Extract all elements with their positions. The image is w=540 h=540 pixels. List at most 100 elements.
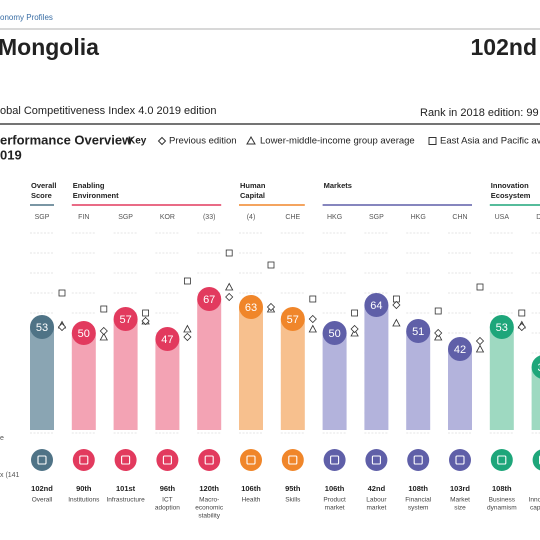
pillar-name: stability xyxy=(198,513,220,520)
left-label: x (141 xyxy=(0,472,20,479)
previous-marker xyxy=(517,322,526,332)
pillar-icon xyxy=(365,449,388,471)
subtitle: obal Competitiveness Index 4.0 2019 edit… xyxy=(0,105,216,117)
rank: 102nd xyxy=(471,34,537,60)
income-marker xyxy=(475,344,485,353)
region-marker xyxy=(476,283,484,291)
pillar-icon xyxy=(72,449,95,471)
pillar-glyph xyxy=(330,455,340,465)
score-circle xyxy=(71,321,96,345)
previous-rank: Rank in 2018 edition: 99 xyxy=(420,107,539,119)
best-performer: SGP xyxy=(35,214,50,221)
pillar-glyph xyxy=(162,455,172,465)
pillar-name: size xyxy=(454,505,466,512)
score-circle xyxy=(364,293,389,317)
pillar-rank: 90th xyxy=(76,484,92,493)
income-marker xyxy=(183,324,192,333)
pillar-rank: 95th xyxy=(285,484,301,493)
pillar-name: economic xyxy=(195,505,224,512)
pillar-name: ICT xyxy=(162,497,173,504)
pillar-glyph xyxy=(246,455,256,465)
region-marker xyxy=(434,307,442,315)
pillar-glyph xyxy=(455,455,465,465)
pillar-icon xyxy=(490,449,513,471)
breadcrumb: onomy Profiles xyxy=(0,13,53,22)
region-marker xyxy=(58,289,66,297)
score-label: 63 xyxy=(245,302,257,314)
pillar-rank: 96th xyxy=(160,484,176,493)
pillar-rank: 108th xyxy=(408,484,428,493)
pillar-icon xyxy=(532,449,540,471)
previous-marker xyxy=(434,328,443,338)
previous-marker xyxy=(57,322,67,332)
group-header: Markets xyxy=(324,181,352,190)
bar xyxy=(531,367,540,430)
region-marker xyxy=(100,305,108,313)
group-header: Capital xyxy=(240,191,265,200)
group-header: Innovation xyxy=(491,181,529,190)
income-marker xyxy=(99,332,108,341)
score-circle xyxy=(197,287,222,311)
group-header: Ecosystem xyxy=(491,191,531,200)
score-label: 64 xyxy=(370,300,382,312)
pillar-name: Health xyxy=(242,497,261,504)
group-header: Score xyxy=(31,191,52,200)
previous-marker xyxy=(350,324,359,334)
best-performer: HKG xyxy=(411,214,426,221)
previous-marker xyxy=(266,302,276,312)
income-marker xyxy=(308,324,317,333)
bar xyxy=(280,319,305,430)
score-label: 53 xyxy=(496,322,508,334)
previous-marker xyxy=(392,300,401,310)
bar xyxy=(30,327,54,430)
pillar-rank: 108th xyxy=(492,484,512,493)
pillar-icon xyxy=(156,449,179,471)
pillar-rank: 106th xyxy=(325,484,345,493)
best-performer: SGP xyxy=(369,214,384,221)
region-marker xyxy=(225,249,233,257)
pillar-name: Innovation xyxy=(529,497,540,504)
bar xyxy=(239,307,263,430)
pillar-name: market xyxy=(366,505,386,512)
pillar-rank: 102nd xyxy=(31,484,53,493)
pillar-name: capability xyxy=(530,505,540,512)
key-triangle xyxy=(246,135,256,145)
pillar-name: Financial xyxy=(405,497,432,504)
score-label: 57 xyxy=(119,314,131,326)
score-label: 33 xyxy=(537,362,540,374)
chart-title: erformance Overview xyxy=(0,132,133,147)
key-square xyxy=(428,137,437,145)
bar xyxy=(113,319,138,430)
region-marker xyxy=(351,309,359,317)
pillar-name: adoption xyxy=(155,505,180,512)
pillar-icon xyxy=(31,449,53,471)
pillar-rank: 42nd xyxy=(368,484,386,493)
score-circle xyxy=(489,315,514,339)
key-income: Lower-middle-income group average xyxy=(260,136,415,147)
pillar-glyph xyxy=(371,455,381,465)
previous-marker xyxy=(308,314,317,324)
group-header: Overall xyxy=(31,181,56,190)
pillar-glyph xyxy=(204,455,214,465)
pillar-rank: 101st xyxy=(116,484,136,493)
best-performer: CHN xyxy=(452,214,467,221)
pillar-icon xyxy=(240,449,262,471)
key-previous: Previous edition xyxy=(169,136,237,147)
previous-marker xyxy=(99,326,108,336)
best-performer: (4) xyxy=(247,214,256,221)
best-performer: FIN xyxy=(78,214,89,221)
score-label: 47 xyxy=(161,334,173,346)
pillar-name: Macro- xyxy=(199,497,219,504)
key-diamond xyxy=(157,136,167,146)
best-performer: SGP xyxy=(118,214,133,221)
pillar-glyph xyxy=(37,455,47,465)
bar xyxy=(448,349,472,430)
bar xyxy=(322,333,347,430)
income-marker xyxy=(392,318,401,327)
pillar-rank: 103rd xyxy=(450,484,470,493)
pillar-name: Overall xyxy=(32,497,53,504)
key-title: Key xyxy=(128,136,147,147)
score-label: 53 xyxy=(36,322,48,334)
score-label: 50 xyxy=(328,328,340,340)
